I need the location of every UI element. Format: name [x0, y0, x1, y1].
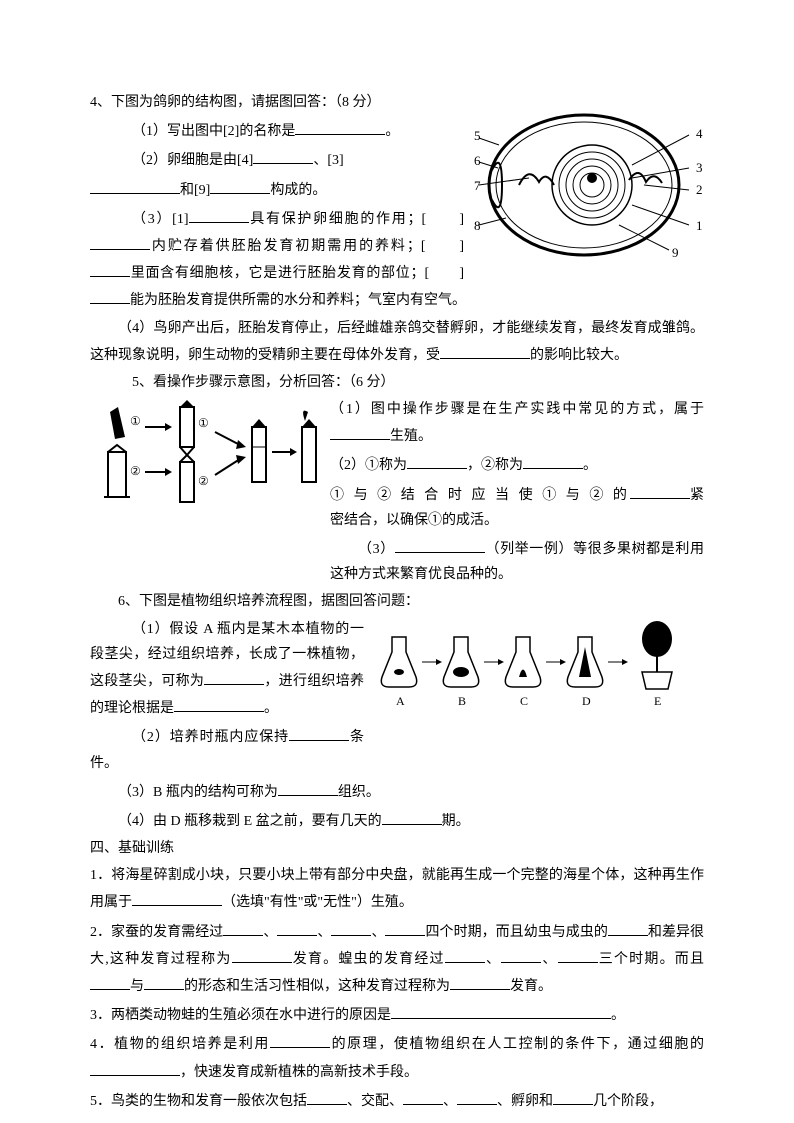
blank[interactable] — [330, 422, 390, 440]
question-4: 4 3 2 1 9 5 6 7 8 4、下图为鸽卵的结构图，请据图回答：（8 分… — [90, 90, 704, 368]
blank[interactable] — [90, 972, 130, 990]
blank[interactable] — [457, 1087, 497, 1105]
svg-text:E: E — [654, 694, 661, 708]
blank[interactable] — [407, 451, 467, 469]
svg-text:A: A — [396, 694, 405, 708]
blank[interactable] — [445, 945, 485, 963]
svg-text:C: C — [520, 694, 528, 708]
section-4: 四、基础训练 1．将海星碎割成小块，只要小块上带有部分中央盘，就能再生成一个完整… — [90, 836, 704, 1114]
svg-text:②: ② — [198, 474, 209, 488]
s4-q4: 4．植物的组织培养是利用的原理，使植物组织在人工控制的条件下，通过细胞的，快速发… — [90, 1030, 704, 1084]
egg-label-4: 4 — [696, 126, 703, 141]
blank[interactable] — [232, 945, 292, 963]
s4-title: 四、基础训练 — [90, 836, 704, 861]
graft-diagram: ① ② ① ② — [90, 397, 320, 526]
blank[interactable] — [204, 667, 264, 685]
blank[interactable] — [403, 1087, 443, 1105]
q5-sub3a: ① 与 ② 结 合 时 应 当 使 ① 与 ② 的紧密结合，以确保①的成活。 — [330, 481, 704, 533]
blank[interactable] — [523, 451, 583, 469]
blank[interactable] — [278, 778, 338, 796]
q4-sub4: （4）鸟卵产出后，胚胎发育停止，后经雌雄亲鸽交替孵卵，才能继续发育，最终发育成雏… — [90, 316, 704, 368]
blank[interactable] — [630, 481, 690, 499]
q5-title: 5、看操作步骤示意图，分析回答：（6 分） — [90, 370, 704, 395]
svg-text:②: ② — [130, 464, 141, 478]
flask-c: C — [505, 637, 540, 708]
blank[interactable] — [289, 723, 349, 741]
blank[interactable] — [277, 918, 317, 936]
egg-label-8: 8 — [474, 218, 481, 233]
blank[interactable] — [553, 1087, 593, 1105]
q6-sub2: （2）培养时瓶内应保持条件。 — [90, 723, 704, 775]
egg-label-1: 1 — [696, 218, 703, 233]
q6-sub3: （3）B 瓶内的结构可称为组织。 — [90, 778, 704, 805]
q6-title: 6、下图是植物组织培养流程图，据图回答问题： — [90, 589, 704, 614]
egg-label-5: 5 — [474, 128, 481, 143]
blank[interactable] — [331, 918, 371, 936]
pot-e: E — [642, 621, 672, 708]
blank[interactable] — [144, 972, 184, 990]
svg-text:①: ① — [130, 414, 141, 428]
blank[interactable] — [295, 117, 385, 135]
blank[interactable] — [90, 286, 130, 304]
svg-text:B: B — [458, 694, 466, 708]
egg-label-6: 6 — [474, 153, 481, 168]
egg-label-2: 2 — [696, 182, 703, 197]
blank[interactable] — [253, 146, 313, 164]
blank[interactable] — [382, 807, 442, 825]
blank[interactable] — [395, 535, 485, 553]
question-5: 5、看操作步骤示意图，分析回答：（6 分） ① ② ① ② — [90, 370, 704, 590]
s4-q1: 1．将海星碎割成小块，只要小块上带有部分中央盘，就能再生成一个完整的海星个体，这… — [90, 863, 704, 915]
flask-d: D — [567, 637, 602, 708]
blank[interactable] — [90, 232, 150, 250]
s4-q3: 3．两栖类动物蛙的生殖必须在水中进行的原因是。 — [90, 1001, 704, 1028]
s4-q2: 2．家蚕的发育需经过、、、四个时期，而且幼虫与成虫的和差异很大,这种发育过程称为… — [90, 918, 704, 1000]
egg-label-3: 3 — [696, 160, 703, 175]
egg-label-7: 7 — [474, 178, 481, 193]
blank[interactable] — [210, 176, 270, 194]
blank[interactable] — [385, 918, 425, 936]
blank[interactable] — [189, 205, 249, 223]
q5-sub2: （2）①称为，②称为。 — [330, 451, 704, 478]
blank[interactable] — [391, 1001, 611, 1019]
blank[interactable] — [90, 259, 130, 277]
q6-sub4: （4）由 D 瓶移栽到 E 盆之前，要有几天的期。 — [90, 807, 704, 834]
tissue-culture-diagram: A B C D — [374, 617, 704, 721]
worksheet-page: 4 3 2 1 9 5 6 7 8 4、下图为鸽卵的结构图，请据图回答：（8 分… — [90, 90, 704, 1114]
flask-b: B — [443, 637, 478, 708]
q5-text-block: （1）图中操作步骤是在生产实践中常见的方式，属于生殖。 （2）①称为，②称为。 … — [330, 397, 704, 589]
blank[interactable] — [90, 176, 180, 194]
q5-sub1: （1）图中操作步骤是在生产实践中常见的方式，属于生殖。 — [330, 397, 704, 449]
svg-text:①: ① — [198, 416, 209, 430]
blank[interactable] — [223, 918, 263, 936]
svg-text:D: D — [582, 694, 591, 708]
q5-sub4: （3）（列举一例）等很多果树都是利用这种方式来繁育优良品种的。 — [330, 535, 704, 587]
blank[interactable] — [90, 1058, 180, 1076]
egg-diagram: 4 3 2 1 9 5 6 7 8 — [474, 90, 704, 279]
blank[interactable] — [608, 918, 648, 936]
blank[interactable] — [270, 1030, 330, 1048]
blank[interactable] — [174, 694, 264, 712]
blank[interactable] — [501, 945, 541, 963]
egg-label-9: 9 — [672, 245, 679, 260]
s4-q5: 5．鸟类的生物和发育一般依次包括、交配、、、孵卵和几个阶段， — [90, 1087, 704, 1114]
blank[interactable] — [440, 341, 530, 359]
blank[interactable] — [307, 1087, 347, 1105]
blank[interactable] — [558, 945, 598, 963]
question-6: 6、下图是植物组织培养流程图，据图回答问题： A B C — [90, 589, 704, 834]
flask-a: A — [381, 637, 416, 708]
blank[interactable] — [450, 972, 510, 990]
blank[interactable] — [132, 888, 222, 906]
